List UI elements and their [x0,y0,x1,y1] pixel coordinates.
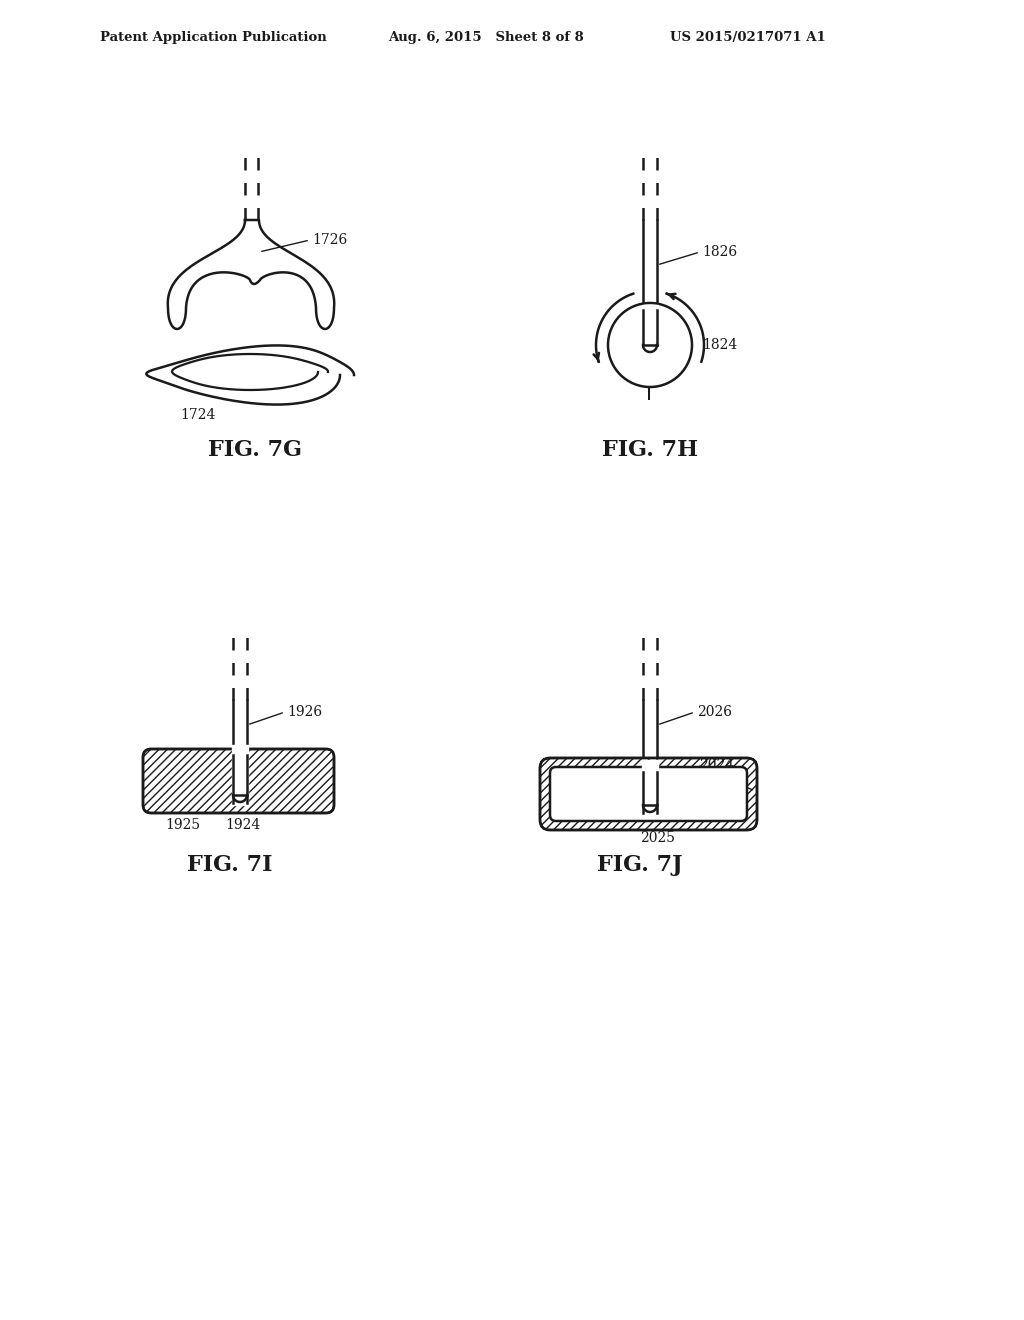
Text: 1924: 1924 [225,818,260,832]
Polygon shape [168,220,334,329]
Text: 1926: 1926 [287,705,323,719]
Text: 2025: 2025 [640,832,675,845]
Text: 2026: 2026 [697,705,732,719]
Text: FIG. 7I: FIG. 7I [187,854,272,876]
FancyBboxPatch shape [540,758,757,830]
Text: US 2015/0217071 A1: US 2015/0217071 A1 [670,30,825,44]
Text: FIG. 7G: FIG. 7G [208,440,302,461]
Text: Patent Application Publication: Patent Application Publication [100,30,327,44]
FancyBboxPatch shape [550,767,746,821]
Text: Aug. 6, 2015   Sheet 8 of 8: Aug. 6, 2015 Sheet 8 of 8 [388,30,584,44]
Polygon shape [146,346,354,404]
Circle shape [608,304,692,387]
Text: 1826: 1826 [702,246,737,259]
Text: 1726: 1726 [312,234,347,247]
Text: 1824: 1824 [702,338,737,352]
Text: 1724: 1724 [180,408,215,422]
Text: 2024: 2024 [699,758,734,772]
Text: 1925: 1925 [165,818,200,832]
Text: FIG. 7H: FIG. 7H [602,440,698,461]
Text: FIG. 7J: FIG. 7J [597,854,683,876]
FancyBboxPatch shape [143,748,334,813]
